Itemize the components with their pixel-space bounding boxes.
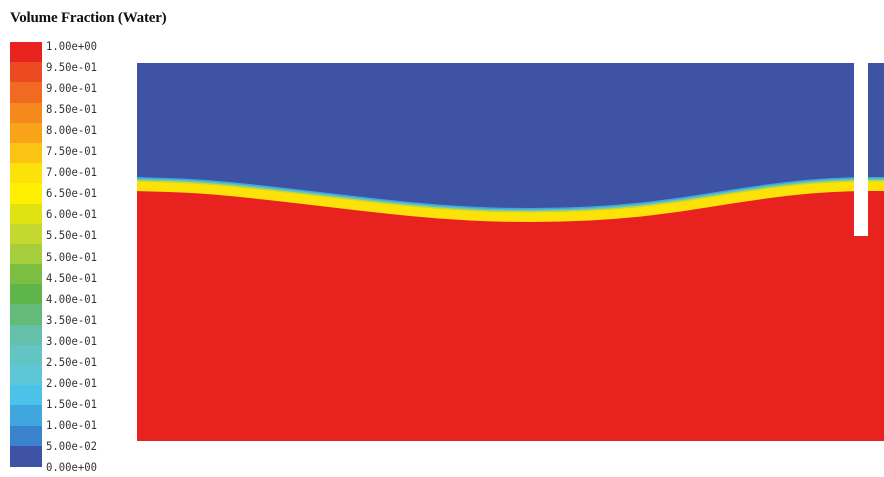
colorbar-segment <box>10 183 42 205</box>
colorbar-segment <box>10 62 42 83</box>
colorbar-tick-label: 2.50e-01 <box>46 354 97 369</box>
colorbar-tick-label: 1.00e-01 <box>46 417 97 432</box>
colorbar-tick-label: 9.00e-01 <box>46 81 97 96</box>
colorbar-segment <box>10 385 42 407</box>
colorbar-tick-label: 9.50e-01 <box>46 60 97 75</box>
colorbar-tick-label: 8.00e-01 <box>46 123 97 138</box>
colorbar-tick-label: 6.00e-01 <box>46 207 97 222</box>
colorbar-tick-label: 3.50e-01 <box>46 312 97 327</box>
colorbar-tick-label: 7.50e-01 <box>46 144 97 159</box>
colorbar-tick-labels: 1.00e+00 9.50e-01 9.00e-01 8.50e-01 8.00e-01… <box>46 0 136 477</box>
colorbar-segment <box>10 203 42 225</box>
obstacle-plate <box>854 63 868 236</box>
colorbar-tick-label: 5.50e-01 <box>46 228 97 243</box>
colorbar-tick-label: 4.50e-01 <box>46 270 97 285</box>
colorbar-tick-label: 5.00e-02 <box>46 438 97 453</box>
colorbar-segment <box>10 284 42 306</box>
colorbar-segment <box>10 264 42 285</box>
colorbar-segment <box>10 324 42 346</box>
colorbar-segment <box>10 405 42 427</box>
colorbar-tick-label: 2.00e-01 <box>46 375 97 390</box>
colorbar-segment <box>10 82 42 104</box>
colorbar-tick-label: 6.50e-01 <box>46 186 97 201</box>
colorbar-segment <box>10 445 42 467</box>
colorbar-tick-label: 3.00e-01 <box>46 333 97 348</box>
colorbar-tick-label: 4.00e-01 <box>46 291 97 306</box>
colorbar <box>10 42 42 467</box>
colorbar-tick-label: 1.00e+00 <box>46 39 97 53</box>
colorbar-tick-label: 8.50e-01 <box>46 102 97 117</box>
colorbar-segment <box>10 365 42 386</box>
water-region <box>137 191 884 441</box>
chart-title: Volume Fraction (Water) <box>10 10 167 26</box>
colorbar-segment <box>10 163 42 184</box>
colorbar-segment <box>10 243 42 265</box>
colorbar-segment <box>10 344 42 366</box>
colorbar-segment <box>10 223 42 245</box>
colorbar-segment <box>10 425 42 447</box>
colorbar-tick-label: 0.00e+00 <box>46 460 97 474</box>
colorbar-segment <box>10 42 42 63</box>
colorbar-segment <box>10 142 42 164</box>
colorbar-tick-label: 1.50e-01 <box>46 396 97 411</box>
colorbar-segment <box>10 304 42 326</box>
colorbar-segment <box>10 102 42 124</box>
colorbar-tick-label: 7.00e-01 <box>46 165 97 180</box>
colorbar-tick-label: 5.00e-01 <box>46 249 97 264</box>
colorbar-segment <box>10 122 42 144</box>
